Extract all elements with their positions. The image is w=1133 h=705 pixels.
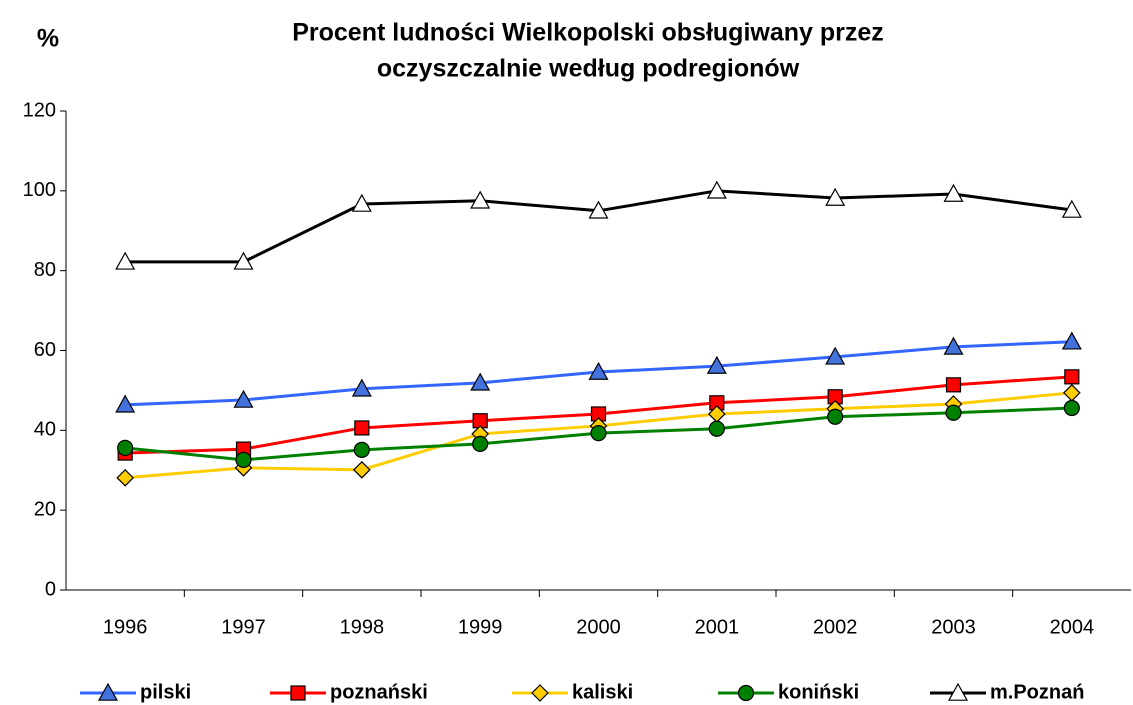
data-point: [117, 439, 134, 456]
legend-label: poznański: [330, 681, 428, 703]
data-point: [1062, 383, 1081, 402]
data-point: [1061, 199, 1082, 218]
data-point: [706, 180, 727, 199]
data-point: [115, 394, 136, 413]
x-tick-label: 2004: [1050, 616, 1095, 638]
y-axis-label: %: [37, 25, 59, 53]
legend-marker: [290, 685, 306, 701]
x-tick-label: 2003: [931, 616, 976, 638]
data-point: [115, 251, 136, 270]
legend-label: m.Poznań: [990, 681, 1084, 703]
chart-title: Procent ludności Wielkopolski obsługiwan…: [292, 19, 884, 47]
data-point: [470, 372, 491, 391]
data-point: [233, 389, 254, 408]
data-point: [116, 468, 135, 487]
data-point: [945, 404, 962, 421]
data-point: [352, 461, 371, 479]
legend-label: kaliski: [572, 681, 633, 703]
y-tick-label: 0: [45, 578, 56, 600]
data-point: [943, 336, 964, 355]
y-tick-label: 60: [34, 339, 56, 361]
y-tick-label: 100: [23, 179, 56, 201]
data-point: [354, 420, 370, 436]
data-point: [945, 377, 962, 393]
data-point: [351, 193, 372, 212]
y-tick-label: 80: [34, 259, 56, 281]
legend-marker: [947, 682, 969, 701]
data-point: [353, 441, 370, 458]
legend-marker: [97, 682, 119, 701]
data-point: [590, 425, 607, 442]
data-point: [1061, 331, 1082, 350]
y-tick-label: 20: [34, 498, 56, 520]
data-point: [827, 408, 844, 425]
x-tick-label: 1998: [340, 616, 385, 638]
x-tick-label: 1997: [221, 616, 266, 638]
data-point: [588, 361, 609, 380]
data-point: [1064, 369, 1080, 385]
data-point: [825, 346, 846, 365]
data-point: [233, 251, 254, 270]
data-point: [825, 187, 846, 206]
data-point: [472, 435, 489, 453]
data-point: [351, 378, 372, 397]
x-tick-label: 1999: [458, 616, 503, 638]
data-point: [588, 200, 609, 219]
x-tick-label: 2000: [576, 616, 621, 638]
x-tick-label: 2001: [695, 616, 740, 638]
legend-marker: [737, 684, 755, 702]
chart-title: oczyszczalnie według podregionów: [377, 55, 800, 83]
y-tick-label: 120: [23, 99, 56, 121]
legend-label: koniński: [778, 681, 859, 703]
data-point: [706, 355, 727, 374]
y-tick-label: 40: [34, 419, 56, 441]
legend-marker: [531, 684, 549, 702]
x-tick-label: 1996: [103, 616, 148, 638]
legend-label: pilski: [140, 681, 191, 703]
x-tick-label: 2002: [813, 616, 858, 638]
data-point: [1063, 399, 1080, 417]
data-point: [943, 183, 964, 202]
data-point: [708, 420, 725, 437]
data-point: [470, 190, 491, 209]
data-point: [235, 451, 252, 468]
